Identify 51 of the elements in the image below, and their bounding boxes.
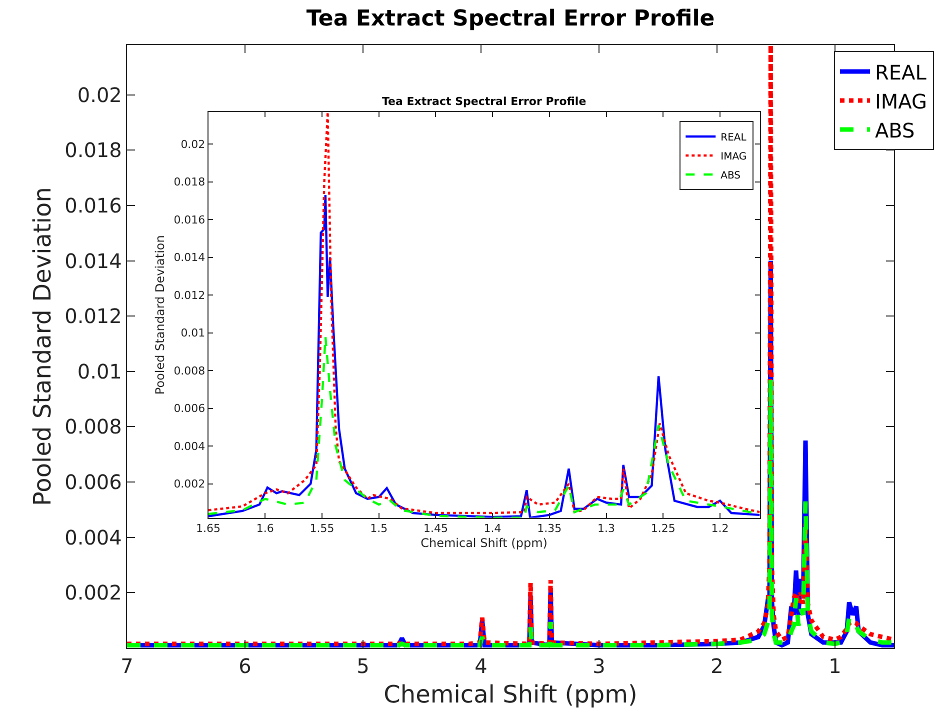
x-axis-title: Chemical Shift (ppm) xyxy=(420,536,548,550)
y-tick-label: 0.02 xyxy=(180,138,206,151)
y-tick-label: 0.008 xyxy=(64,414,122,439)
legend-label: REAL xyxy=(720,132,747,144)
x-tick-label: 1.25 xyxy=(650,522,676,535)
legend-label: IMAG xyxy=(875,89,927,114)
y-tick-label: 0.018 xyxy=(174,176,206,189)
x-tick-label: 1.2 xyxy=(711,522,729,535)
x-tick-label: 1.35 xyxy=(537,522,562,535)
y-tick-label: 0.002 xyxy=(174,478,206,491)
chart-title: Tea Extract Spectral Error Profile xyxy=(306,6,715,32)
chart-title: Tea Extract Spectral Error Profile xyxy=(382,95,586,108)
x-tick-label: 1.45 xyxy=(423,522,448,535)
y-tick-label: 0.006 xyxy=(174,402,206,416)
y-tick-label: 0.006 xyxy=(64,470,122,494)
y-tick-label: 0.012 xyxy=(64,304,122,328)
y-tick-label: 0.012 xyxy=(174,288,206,302)
x-tick-label: 1.55 xyxy=(310,522,334,535)
x-tick-label: 1.65 xyxy=(196,522,221,535)
y-tick-label: 0.014 xyxy=(174,251,206,264)
y-tick-label: 0.01 xyxy=(77,359,122,384)
x-tick-label: 1.3 xyxy=(598,522,616,535)
x-axis-title: Chemical Shift (ppm) xyxy=(384,680,638,708)
y-tick-label: 0.018 xyxy=(64,138,122,162)
y-tick-label: 0.004 xyxy=(174,440,206,453)
y-tick-label: 0.01 xyxy=(180,326,206,340)
legend-label: ABS xyxy=(720,170,741,182)
x-tick-label: 1 xyxy=(828,654,842,678)
x-tick-label: 7 xyxy=(120,654,134,678)
y-tick-label: 0.004 xyxy=(64,525,122,550)
x-tick-label: 1.4 xyxy=(484,522,502,535)
line-series xyxy=(208,112,760,514)
x-tick-label: 5 xyxy=(356,654,370,678)
y-tick-label: 0.02 xyxy=(77,82,122,107)
legend-label: REAL xyxy=(875,60,928,84)
y-tick-label: 0.016 xyxy=(174,213,206,226)
y-axis-title: Pooled Standard Deviation xyxy=(153,235,167,395)
x-tick-label: 1.5 xyxy=(370,522,388,535)
y-tick-label: 0.008 xyxy=(174,364,206,378)
x-tick-label: 6 xyxy=(238,654,252,678)
x-tick-label: 3 xyxy=(592,654,606,678)
legend-label: ABS xyxy=(875,118,915,142)
x-tick-label: 1.6 xyxy=(256,522,274,535)
y-tick-label: 0.002 xyxy=(64,580,122,605)
y-tick-label: 0.016 xyxy=(64,193,122,218)
legend-label: IMAG xyxy=(720,151,747,162)
x-tick-label: 2 xyxy=(710,654,724,678)
x-tick-label: 4 xyxy=(474,654,488,678)
y-axis-title: Pooled Standard Deviation xyxy=(28,187,57,506)
line-series xyxy=(208,194,760,518)
y-tick-label: 0.014 xyxy=(64,248,122,273)
